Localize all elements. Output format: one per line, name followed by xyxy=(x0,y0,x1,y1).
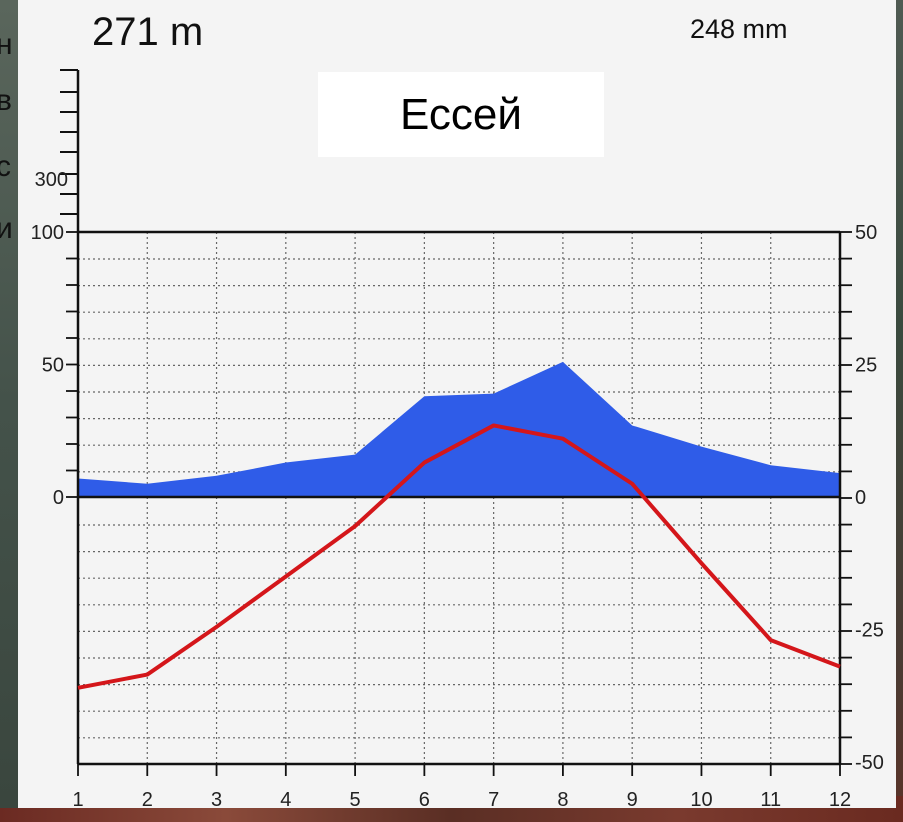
station-title: Ессей xyxy=(400,89,522,139)
cropped-slide-text: н в с и xyxy=(0,0,18,808)
x-tick-label: 12 xyxy=(829,789,851,811)
x-tick-label: 10 xyxy=(690,789,712,811)
edge-char: н xyxy=(0,28,13,61)
x-tick-label: 9 xyxy=(627,789,638,811)
annual-precipitation-label: 248 mm xyxy=(690,14,788,44)
left-tick-label: 0 xyxy=(53,487,64,509)
x-tick-label: 7 xyxy=(488,789,499,811)
edge-char: в xyxy=(0,84,12,117)
x-tick-label: 2 xyxy=(142,789,153,811)
right-tick-label: 0 xyxy=(855,487,866,509)
left-tick-label: 50 xyxy=(42,355,64,377)
x-tick-label: 4 xyxy=(280,789,291,811)
right-tick-label: -50 xyxy=(855,752,884,774)
x-tick-label: 1 xyxy=(72,789,83,811)
x-tick-label: 8 xyxy=(557,789,568,811)
edge-char: и xyxy=(0,212,13,245)
x-tick-label: 11 xyxy=(760,789,781,811)
right-tick-label: 50 xyxy=(855,222,877,244)
title-box: Ессей xyxy=(318,72,604,157)
x-tick-label: 5 xyxy=(350,789,361,811)
axes xyxy=(60,69,852,776)
altitude-label: 271 m xyxy=(92,10,204,54)
edge-char: с xyxy=(0,150,11,183)
right-tick-label: 25 xyxy=(855,355,877,377)
left-tick-label: 100 xyxy=(31,222,64,244)
x-tick-label: 3 xyxy=(211,789,222,811)
temperature-line xyxy=(77,423,841,690)
right-tick-label: -25 xyxy=(855,620,884,642)
precipitation-area xyxy=(78,361,840,497)
x-tick-label: 6 xyxy=(419,789,430,811)
left-tick-label: 300 xyxy=(35,169,68,191)
